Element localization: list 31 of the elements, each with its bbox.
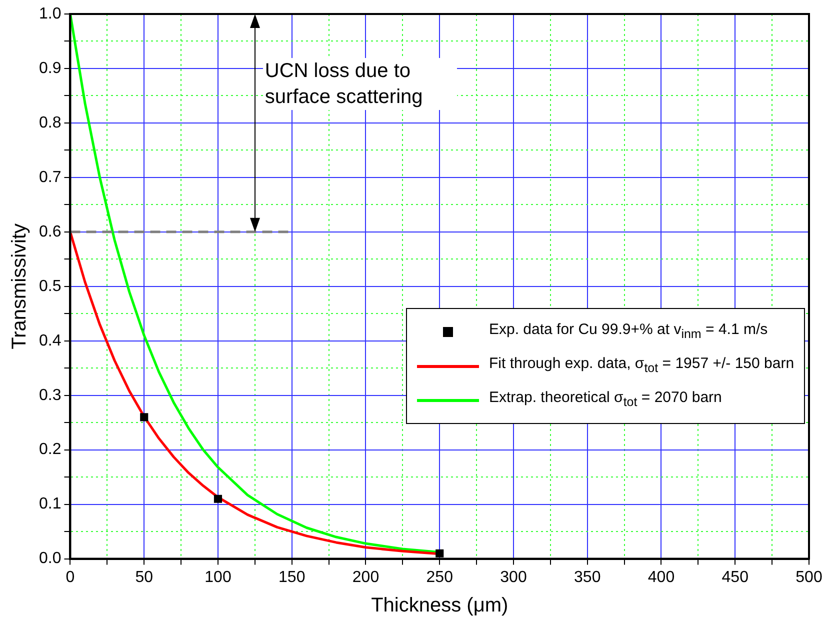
- y-tick-label: 0.8: [38, 114, 62, 132]
- annotation: UCN loss due to surface scattering: [262, 58, 457, 110]
- x-tick-label: 150: [278, 568, 306, 586]
- x-axis-title: Thickness (μm): [371, 594, 508, 617]
- x-tick-label: 50: [135, 568, 154, 586]
- point: [436, 549, 444, 558]
- x-tick-label: 450: [722, 568, 749, 586]
- y-tick-label: 0.6: [38, 223, 62, 240]
- y-tick-label: 0.2: [38, 441, 62, 458]
- x-tick-label: 100: [204, 568, 232, 586]
- legend-label: Exp. data for Cu 99.9+% at v$_{inm}$ = 4.1 m/s: [489, 320, 768, 344]
- y-tick-label: 1.0: [38, 5, 62, 22]
- y-tick-label: 0.0: [38, 550, 62, 568]
- x-tick-label: 400: [648, 568, 675, 586]
- y-tick-label: 0.5: [38, 278, 62, 295]
- y-tick-label: 0.9: [38, 60, 62, 77]
- y-axis-title: Transmissivity: [8, 223, 31, 350]
- x-tick-label: 300: [500, 568, 527, 586]
- y-tick-label: 0.7: [38, 168, 62, 186]
- x-tick-label: 500: [796, 568, 822, 586]
- point: [140, 413, 148, 422]
- x-tick-label: 250: [426, 568, 454, 586]
- point: [214, 494, 222, 503]
- legend-label: Fit through exp. data, σ$_{tot}$ = 1957 +/- 150 barn: [489, 354, 794, 378]
- x-tick-label: 350: [574, 568, 601, 586]
- y-tick-label: 0.1: [38, 496, 62, 513]
- y-tick-label: 0.4: [38, 332, 62, 350]
- legend-label: Extrap. theoretical σ$_{tot}$ = 2070 barn: [489, 388, 722, 412]
- x-tick-label: 200: [352, 568, 380, 586]
- y-tick-label: 0.3: [38, 386, 62, 404]
- x-tick-label: 0: [66, 568, 75, 586]
